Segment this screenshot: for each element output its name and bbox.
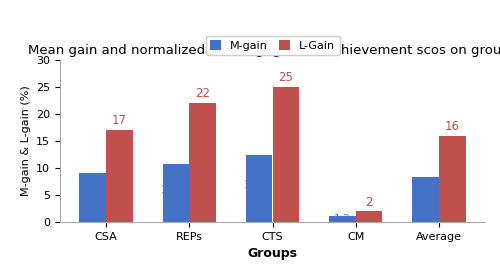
Bar <box>412 177 439 222</box>
Text: 8.36: 8.36 <box>414 192 438 202</box>
Text: 17: 17 <box>112 114 127 127</box>
Legend: M-gain, L-Gain: M-gain, L-Gain <box>206 36 340 55</box>
X-axis label: Groups: Groups <box>248 247 298 260</box>
Text: 22: 22 <box>195 87 210 100</box>
Title: Mean gain and normalized learning  gainsof achievement scos on groups: Mean gain and normalized learning gainso… <box>28 44 500 57</box>
Bar <box>272 87 299 222</box>
Text: 9.03: 9.03 <box>81 190 104 200</box>
Text: 12.47: 12.47 <box>244 180 274 190</box>
Text: 2: 2 <box>366 196 373 209</box>
Bar <box>246 155 272 222</box>
Bar <box>106 130 132 222</box>
Text: 25: 25 <box>278 71 293 84</box>
Text: 10.73: 10.73 <box>161 185 191 195</box>
Bar <box>329 216 356 222</box>
Text: 1.2: 1.2 <box>334 214 351 224</box>
Bar <box>189 103 216 222</box>
Bar <box>356 211 382 222</box>
Bar <box>162 164 189 222</box>
Text: 16: 16 <box>445 120 460 133</box>
Y-axis label: M-gain & L-gain (%): M-gain & L-gain (%) <box>20 86 30 196</box>
Bar <box>80 173 106 222</box>
Bar <box>439 136 466 222</box>
